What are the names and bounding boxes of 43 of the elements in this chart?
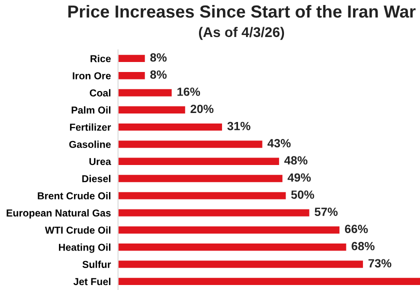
bar: [118, 54, 145, 62]
chart-subtitle: (As of 4/3/26): [198, 26, 284, 40]
y-tick-label: European Natural Gas: [6, 209, 111, 219]
y-tick-label: Gasoline: [69, 140, 111, 148]
bar: [118, 158, 280, 165]
bar: [118, 209, 310, 216]
bar: [118, 123, 222, 131]
bar: [118, 278, 420, 286]
y-tick-label: Urea: [89, 158, 112, 166]
bar: [118, 106, 186, 114]
data-label: 68%: [352, 242, 375, 250]
y-tick-label: Brent Crude Oil: [38, 192, 110, 200]
data-label: 16%: [177, 88, 200, 96]
bar: [118, 244, 346, 251]
data-label: 43%: [268, 139, 291, 148]
y-tick-label: Diesel: [82, 174, 110, 182]
y-tick-label: Rice: [90, 54, 111, 62]
bar: [118, 140, 262, 148]
data-label: 50%: [291, 190, 314, 199]
chart-title: Price Increases Since Start of the Iran War: [68, 4, 416, 18]
data-label: 49%: [288, 173, 311, 182]
y-tick-label: Jet Fuel: [73, 278, 110, 286]
data-label: 73%: [368, 259, 392, 268]
y-tick-label: WTI Crude Oil: [44, 226, 110, 234]
y-tick-label: Heating Oil: [58, 244, 110, 253]
data-label: 48%: [284, 156, 308, 165]
data-label: 8%: [150, 70, 167, 79]
bar: [118, 174, 282, 182]
data-label: 66%: [344, 224, 368, 234]
y-tick-label: Coal: [90, 89, 110, 96]
y-tick-label: Sulfur: [82, 260, 111, 268]
data-label: 57%: [314, 208, 338, 216]
y-tick-label: Palm Oil: [72, 106, 110, 114]
y-tick-label: Fertilizer: [70, 123, 111, 131]
bar: [118, 260, 363, 268]
data-label: 8%: [150, 53, 167, 62]
bar: [118, 89, 172, 96]
y-tick-label: Iron Ore: [72, 72, 111, 80]
bar: [118, 192, 286, 200]
bar: [118, 226, 340, 234]
bar: [118, 72, 145, 80]
data-label: 31%: [227, 122, 250, 130]
data-label: 20%: [190, 104, 214, 114]
